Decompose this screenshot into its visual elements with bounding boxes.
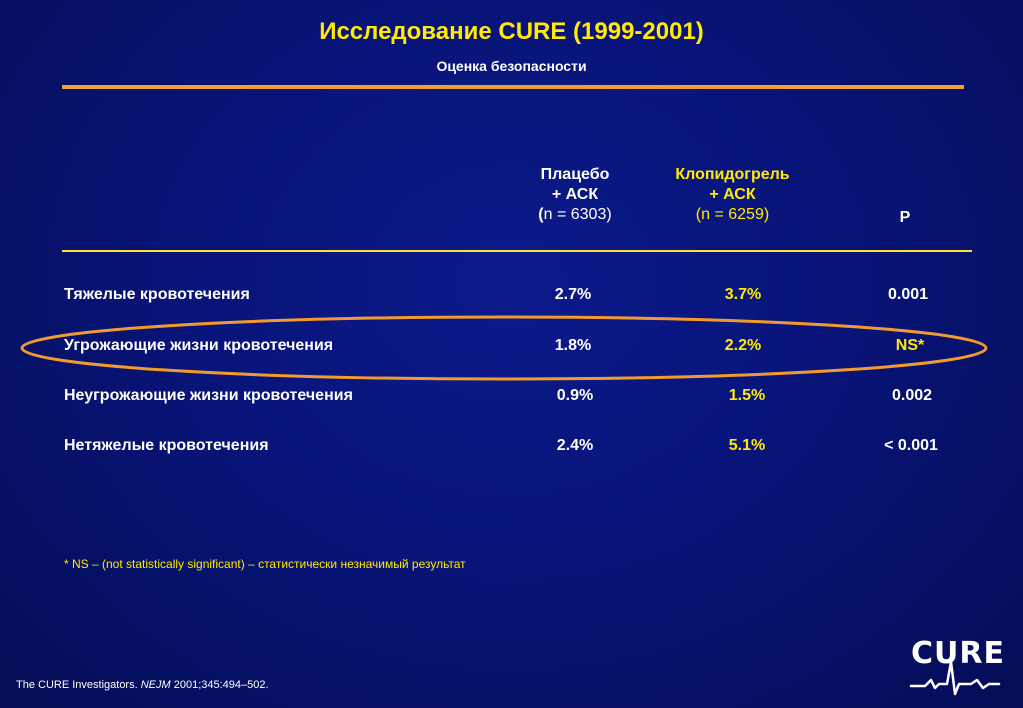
footnote: * NS – (not statistically significant) –… (64, 557, 466, 571)
row-value-clopidogrel: 2.2% (724, 337, 762, 354)
row-value-placebo: 2.4% (556, 437, 594, 454)
row-value-placebo: 0.9% (556, 387, 594, 404)
row-label-non-life-threatening-bleeding: Неугрожающие жизни кровотечения (64, 387, 353, 404)
row-label-life-threatening-bleeding: Угрожающие жизни кровотечения (64, 337, 334, 354)
column-header-clopidogrel: Клопидогрель + АСК (n = 6259) (650, 165, 815, 225)
row-value-placebo: 1.8% (554, 337, 592, 354)
row-value-placebo: 2.7% (554, 286, 592, 303)
row-value-p: < 0.001 (884, 437, 938, 454)
header-divider (62, 250, 972, 252)
slide-title: Исследование CURE (1999-2001) (319, 18, 704, 45)
clopidogrel-header-line2: + АСК (709, 186, 756, 203)
title-divider (62, 85, 964, 89)
row-value-p: NS* (895, 337, 925, 354)
citation-journal: NEJM (140, 679, 171, 691)
slide-subtitle: Оценка безопасности (436, 58, 587, 74)
citation-details: 2001;345:494–502. (170, 679, 269, 691)
citation-authors: The CURE Investigators. (16, 679, 141, 691)
column-header-p: P (899, 209, 911, 226)
citation: The CURE Investigators. NEJM 2001;345:49… (16, 679, 269, 691)
row-value-clopidogrel: 3.7% (724, 286, 762, 303)
cure-logo-ecg-icon (909, 660, 1001, 696)
clopidogrel-header-n: (n = 6259) (695, 206, 770, 223)
row-label-severe-bleeding: Тяжелые кровотечения (64, 286, 250, 303)
row-value-clopidogrel: 1.5% (728, 387, 766, 404)
row-value-p: 0.002 (891, 387, 933, 404)
cure-logo-text: CURE (911, 636, 1005, 671)
placebo-header-n: (n = 6303) (495, 205, 655, 225)
row-label-minor-bleeding: Нетяжелые кровотечения (64, 437, 269, 454)
clopidogrel-header-line1: Клопидогрель (675, 166, 790, 183)
placebo-n-paren: ( (538, 206, 544, 223)
placebo-n-text: n = 6303) (543, 206, 612, 223)
placebo-header-line2: + АСК (551, 186, 599, 203)
column-header-placebo: Плацебо + АСК (n = 6303) (495, 165, 655, 225)
placebo-header-line1: Плацебо (540, 166, 610, 183)
row-value-clopidogrel: 5.1% (728, 437, 766, 454)
row-value-p: 0.001 (887, 286, 929, 303)
highlight-ellipse (20, 315, 988, 381)
